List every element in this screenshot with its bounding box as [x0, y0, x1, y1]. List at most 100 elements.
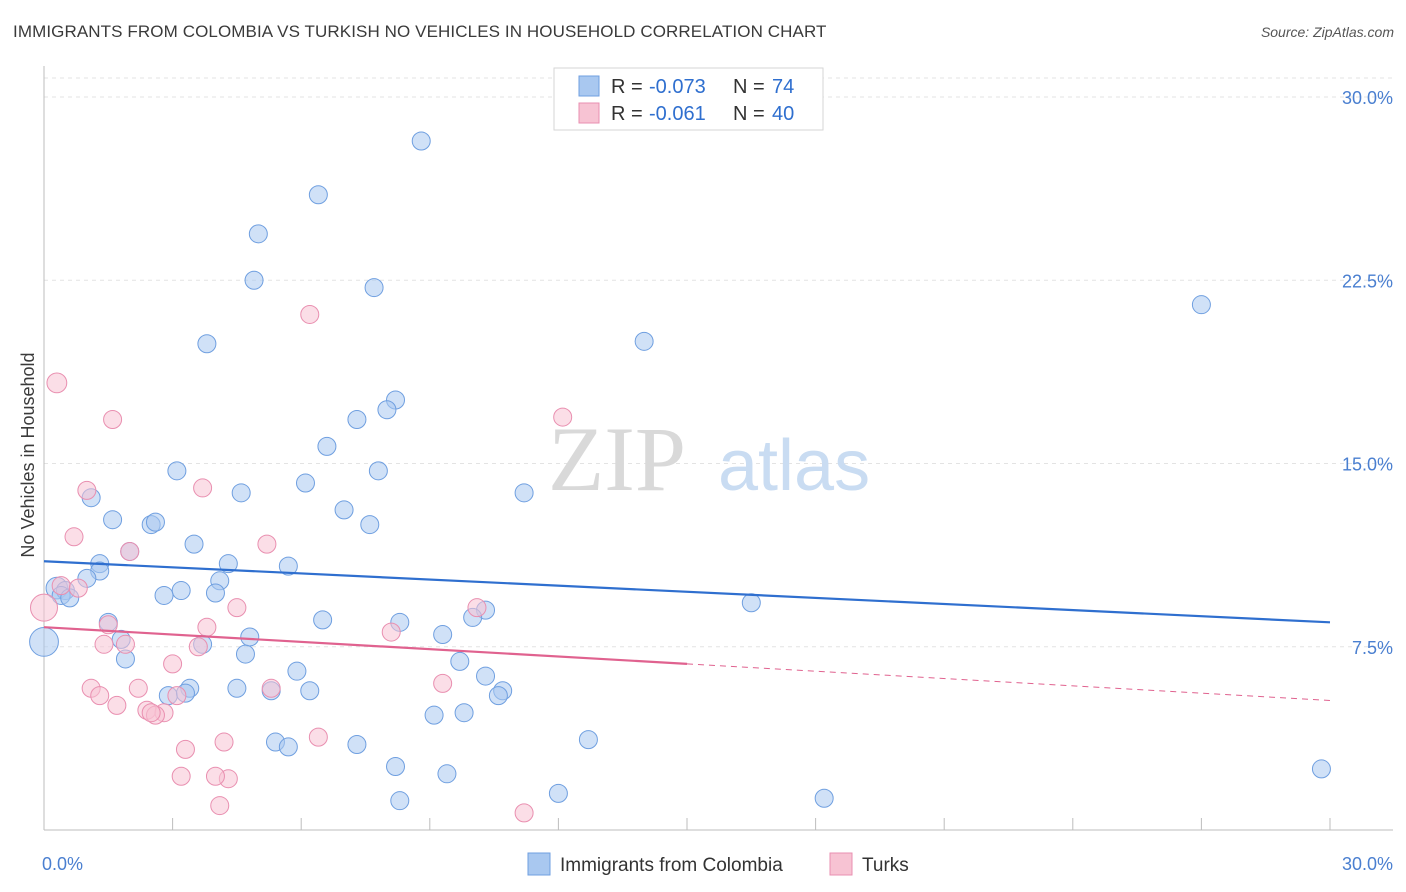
legend-r-value-colombia: -0.073: [649, 76, 706, 98]
trend-line-turks: [43, 626, 688, 665]
point-turks-22: [128, 678, 148, 698]
y-tick-label-1: 15.0%: [1342, 455, 1393, 475]
bottom-legend-swatch-turks: [829, 852, 853, 876]
point-turks-31: [214, 732, 234, 752]
point-turks-6: [64, 527, 84, 547]
point-colombia-34: [205, 583, 225, 603]
bottom-legend: Immigrants from Colombia Turks: [527, 852, 909, 876]
legend-n-value-turks: 40: [772, 103, 794, 125]
point-colombia-0: [411, 131, 431, 151]
point-colombia-70: [548, 783, 568, 803]
point-colombia-65: [347, 734, 367, 754]
bottom-legend-label-colombia: Immigrants from Colombia: [560, 855, 783, 876]
point-colombia-7: [197, 334, 217, 354]
point-colombia-55: [227, 678, 247, 698]
point-turks-34: [171, 766, 191, 786]
point-turks-16: [94, 634, 114, 654]
chart-title: IMMIGRANTS FROM COLOMBIA VS TURKISH NO V…: [13, 22, 827, 41]
bottom-legend-label-turks: Turks: [862, 855, 909, 876]
point-turks-24: [90, 686, 110, 706]
point-colombia-45: [240, 627, 260, 647]
source-label: Source: ZipAtlas.com: [1260, 24, 1394, 40]
point-colombia-5: [1191, 295, 1211, 315]
point-colombia-21: [145, 512, 165, 532]
watermark: ZIP atlas: [548, 408, 870, 510]
point-turks-2: [553, 407, 573, 427]
point-colombia-15: [231, 483, 251, 503]
point-colombia-26: [218, 554, 238, 574]
point-turks-37: [514, 803, 534, 823]
point-turks-13: [467, 598, 487, 618]
point-colombia-67: [386, 756, 406, 776]
point-colombia-63: [578, 730, 598, 750]
point-turks-18: [188, 637, 208, 657]
point-colombia-62: [424, 705, 444, 725]
y-tick-labels: 7.5% 15.0% 22.5% 30.0%: [1342, 88, 1393, 658]
point-turks-23: [261, 678, 281, 698]
point-turks-20: [433, 673, 453, 693]
point-colombia-71: [814, 788, 834, 808]
x-tick-label-0: 0.0%: [42, 854, 83, 874]
point-turks-10: [68, 578, 88, 598]
point-turks-26: [167, 686, 187, 706]
legend-n-label-turks: N =: [733, 103, 765, 125]
point-turks-11: [30, 593, 58, 622]
watermark-zip: ZIP: [548, 408, 686, 510]
point-colombia-44: [433, 625, 453, 645]
point-turks-38: [141, 703, 161, 723]
point-colombia-49: [235, 644, 255, 664]
y-tick-label-0: 7.5%: [1352, 638, 1393, 658]
point-colombia-2: [248, 224, 268, 244]
point-colombia-48: [29, 626, 59, 657]
point-colombia-27: [278, 556, 298, 576]
point-colombia-11: [317, 436, 337, 456]
point-turks-1: [300, 304, 320, 324]
trend-line-dashed-turks: [686, 663, 1331, 702]
point-turks-9: [51, 576, 71, 596]
point-colombia-13: [368, 461, 388, 481]
point-colombia-52: [287, 661, 307, 681]
point-colombia-10: [347, 410, 367, 430]
point-turks-36: [210, 796, 230, 816]
point-colombia-22: [360, 515, 380, 535]
point-colombia-1: [308, 185, 328, 205]
point-turks-19: [163, 654, 183, 674]
point-turks-7: [257, 534, 277, 554]
point-colombia-18: [334, 500, 354, 520]
point-colombia-38: [741, 593, 761, 613]
watermark-atlas: atlas: [718, 426, 870, 506]
point-colombia-53: [476, 666, 496, 686]
legend-n-label-colombia: N =: [733, 76, 765, 98]
y-tick-label-2: 22.5%: [1342, 271, 1393, 291]
point-colombia-19: [103, 510, 123, 530]
legend: R = -0.073 N = 74 R = -0.061 N = 40: [553, 67, 824, 131]
point-turks-14: [197, 617, 217, 637]
point-colombia-69: [1311, 759, 1331, 779]
point-turks-32: [175, 739, 195, 759]
legend-n-value-colombia: 74: [772, 76, 794, 98]
trend-lines: [43, 560, 1331, 702]
point-turks-3: [103, 410, 123, 430]
point-colombia-6: [634, 331, 654, 351]
bottom-legend-swatch-colombia: [527, 852, 551, 876]
point-turks-8: [120, 541, 140, 561]
x-tick-label-1: 30.0%: [1342, 854, 1393, 874]
point-colombia-16: [514, 483, 534, 503]
point-colombia-66: [278, 737, 298, 757]
point-colombia-42: [313, 610, 333, 630]
point-turks-39: [98, 615, 118, 635]
point-turks-12: [227, 598, 247, 618]
point-turks-25: [107, 695, 127, 715]
axes: [43, 66, 1393, 831]
point-colombia-9: [377, 400, 397, 420]
legend-r-value-turks: -0.061: [649, 103, 706, 125]
point-colombia-68: [437, 764, 457, 784]
point-turks-0: [46, 372, 68, 394]
grid-lines: [44, 77, 1393, 648]
point-turks-35: [205, 766, 225, 786]
point-colombia-14: [295, 473, 315, 493]
point-turks-4: [193, 478, 213, 498]
point-turks-17: [115, 634, 135, 654]
legend-swatch-turks: [578, 102, 600, 124]
